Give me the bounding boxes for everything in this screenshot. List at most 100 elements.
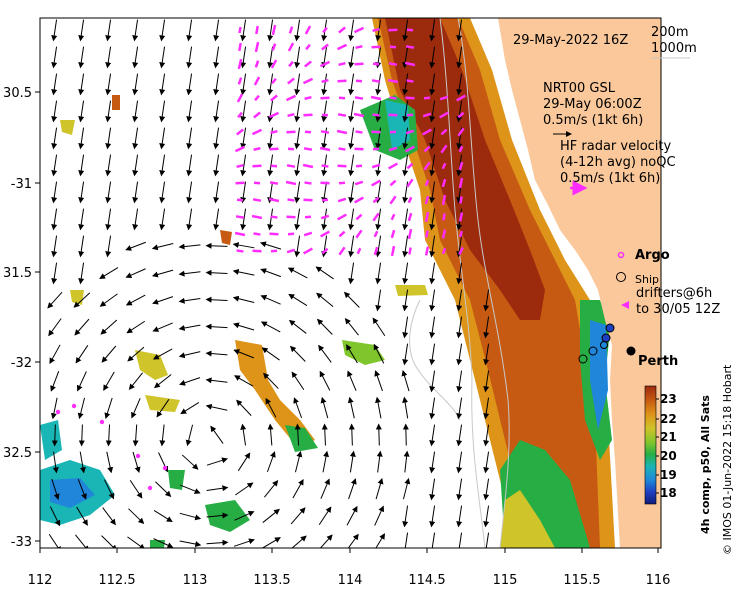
model-arrow: [205, 350, 228, 357]
model-arrow: [51, 181, 58, 204]
model-arrow: [186, 73, 193, 96]
model-arrow: [402, 532, 409, 548]
y-tick-label: -33: [11, 535, 32, 550]
model-arrow: [240, 154, 247, 177]
radar-arrow: [271, 77, 277, 85]
model-arrow: [50, 397, 58, 420]
radar-arrow: [287, 232, 295, 236]
model-arrow: [213, 46, 220, 69]
model-arrow: [206, 457, 228, 466]
radar-arrow: [405, 129, 415, 135]
model-arrow: [375, 533, 385, 548]
radar-arrow: [338, 96, 346, 100]
model-arrow: [456, 397, 463, 420]
model-arrow: [186, 154, 193, 177]
model-arrow: [347, 396, 355, 419]
y-tick-label: -31: [11, 177, 32, 192]
model-arrow: [205, 323, 228, 330]
radar-arrow: [388, 146, 398, 152]
model-arrow: [402, 343, 409, 366]
model-arrow: [178, 351, 201, 359]
model-arrow: [206, 539, 229, 546]
model-arrow: [51, 208, 58, 231]
drifter-legend-line1: drifters@6h: [636, 286, 712, 301]
model-arrow: [456, 343, 463, 366]
drifter-tracks: [578, 323, 615, 364]
radar-arrow: [287, 147, 295, 151]
model-arrow: [240, 19, 247, 42]
radar-arrow: [407, 212, 413, 222]
model-arrow: [402, 262, 409, 285]
argo-legend-symbol: [617, 251, 625, 259]
model-arrow: [344, 318, 359, 336]
model-arrow: [213, 73, 220, 96]
model-arrow: [429, 19, 436, 42]
time-title: 29-May-2022 16Z: [513, 33, 628, 48]
model-arrow: [267, 46, 274, 69]
model-arrow: [237, 452, 251, 472]
model-arrow: [429, 46, 436, 69]
radar-arrow: [390, 213, 396, 221]
model-arrow: [132, 154, 139, 177]
drifter-legend-symbol: [621, 301, 629, 309]
model-arrow: [232, 322, 255, 331]
radar-arrow: [387, 78, 399, 84]
radar-arrow: [458, 212, 464, 222]
model-arrow: [213, 127, 220, 150]
model-arrow: [267, 19, 274, 42]
radar-arrow: [442, 213, 446, 221]
model-arrow: [321, 423, 328, 446]
x-tick-label: 112: [28, 573, 53, 588]
radar-arrow: [287, 42, 295, 52]
model-arrow: [375, 235, 382, 258]
model-arrow: [429, 127, 436, 150]
radar-arrow: [236, 93, 244, 103]
model-arrow: [429, 532, 436, 548]
model-arrow: [483, 397, 490, 420]
radar-arrow: [371, 179, 381, 187]
model-arrow: [78, 127, 85, 150]
model-arrow: [240, 127, 247, 150]
model-arrow: [153, 538, 174, 548]
model-arrow: [154, 374, 172, 389]
radar-arrow: [354, 180, 364, 186]
model-arrow: [132, 100, 139, 123]
model-arrow: [240, 46, 247, 69]
radar-arrow: [253, 111, 261, 119]
model-arrow: [240, 73, 247, 96]
radar-arrow: [320, 230, 330, 238]
radar-arrow: [269, 181, 279, 185]
model-arrow: [186, 46, 193, 69]
radar-arrow: [422, 112, 432, 118]
radar-arrow: [270, 249, 278, 253]
radar-arrow: [253, 181, 261, 185]
model-arrow: [288, 319, 307, 334]
model-arrow: [429, 343, 436, 366]
model-arrow: [125, 294, 146, 306]
model-arrow: [185, 424, 194, 447]
model-arrow: [210, 425, 224, 444]
model-arrow: [233, 349, 254, 359]
model-arrow: [49, 506, 61, 527]
model-arrow: [75, 534, 90, 548]
model-arrow: [159, 46, 166, 69]
model-arrow: [294, 181, 301, 204]
model-arrow: [132, 73, 139, 96]
model-arrow: [260, 268, 282, 278]
radar-arrow: [407, 196, 413, 204]
model-arrow: [429, 451, 436, 474]
model-arrow: [51, 424, 58, 447]
model-arrow: [483, 532, 490, 548]
radar-arrow: [355, 79, 363, 83]
model-arrow: [205, 269, 228, 276]
model-arrow: [349, 450, 356, 473]
drifter-legend-line2: to 30/05 12Z: [636, 302, 720, 317]
radar-arrow: [458, 246, 464, 256]
model-arrow: [233, 538, 255, 547]
radar-arrow: [286, 248, 296, 254]
radar-arrow: [424, 246, 430, 256]
radar-arrow: [337, 197, 347, 203]
model-arrow: [456, 451, 463, 474]
model-arrow: [348, 19, 355, 42]
